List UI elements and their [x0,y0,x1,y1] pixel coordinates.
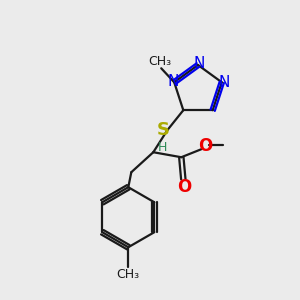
Text: S: S [157,121,170,139]
Text: H: H [158,141,167,154]
Text: CH₃: CH₃ [117,268,140,281]
Text: N: N [218,75,230,90]
Text: N: N [167,74,179,89]
Text: N: N [193,56,205,71]
Text: O: O [198,137,212,155]
Text: CH₃: CH₃ [149,55,172,68]
Text: O: O [177,178,191,196]
